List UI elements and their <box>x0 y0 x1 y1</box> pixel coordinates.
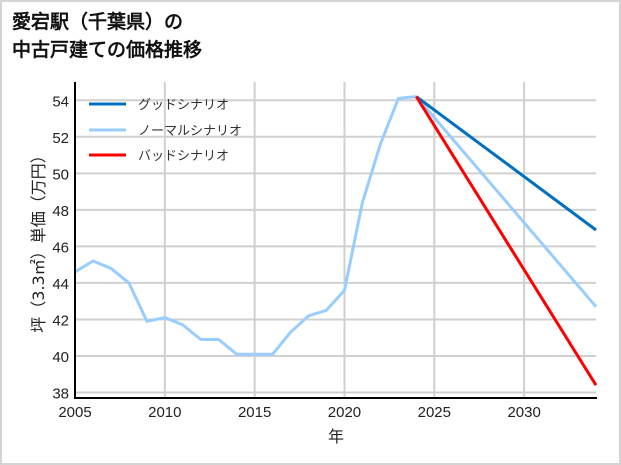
y-tick-label: 46 <box>52 239 69 256</box>
y-tick-label: 40 <box>52 349 69 366</box>
y-tick-label: 54 <box>52 93 69 110</box>
x-tick-label: 2005 <box>58 404 91 421</box>
x-axis-label: 年 <box>328 427 344 446</box>
chart-title-line1: 愛宕駅（千葉県）の <box>12 11 184 33</box>
chart-title-line2: 中古戸建ての価格推移 <box>12 39 203 61</box>
series-line-2 <box>415 95 598 308</box>
legend-label-normal: ノーマルシナリオ <box>138 124 242 139</box>
y-tick-label: 44 <box>52 276 69 293</box>
legend-label-good: グッドシナリオ <box>138 98 229 113</box>
y-axis-ticks: 38 40 42 44 46 48 50 52 54 <box>52 93 69 402</box>
series-line-1 <box>415 95 597 232</box>
x-tick-label: 2025 <box>418 404 451 421</box>
series-line-0 <box>74 95 417 356</box>
data-series <box>74 95 598 386</box>
y-tick-label: 50 <box>52 166 69 183</box>
x-axis-ticks: 2005 2010 2015 2020 2025 2030 <box>58 404 541 421</box>
y-tick-label: 42 <box>52 312 69 329</box>
x-tick-label: 2020 <box>328 404 361 421</box>
legend-label-bad: バッドシナリオ <box>138 149 229 164</box>
y-tick-label: 48 <box>52 203 69 220</box>
y-tick-label: 52 <box>52 130 69 147</box>
chart-title: 愛宕駅（千葉県）の 中古戸建ての価格推移 <box>12 8 202 64</box>
x-tick-label: 2010 <box>148 404 181 421</box>
y-axis-label: 坪（3.3㎡）単価（万円） <box>29 147 48 332</box>
x-tick-label: 2030 <box>507 404 540 421</box>
axes <box>74 82 597 399</box>
legend: グッドシナリオ ノーマルシナリオ バッドシナリオ <box>89 98 242 164</box>
y-tick-label: 38 <box>52 386 69 403</box>
series-line-3 <box>415 95 598 386</box>
x-tick-label: 2015 <box>238 404 271 421</box>
